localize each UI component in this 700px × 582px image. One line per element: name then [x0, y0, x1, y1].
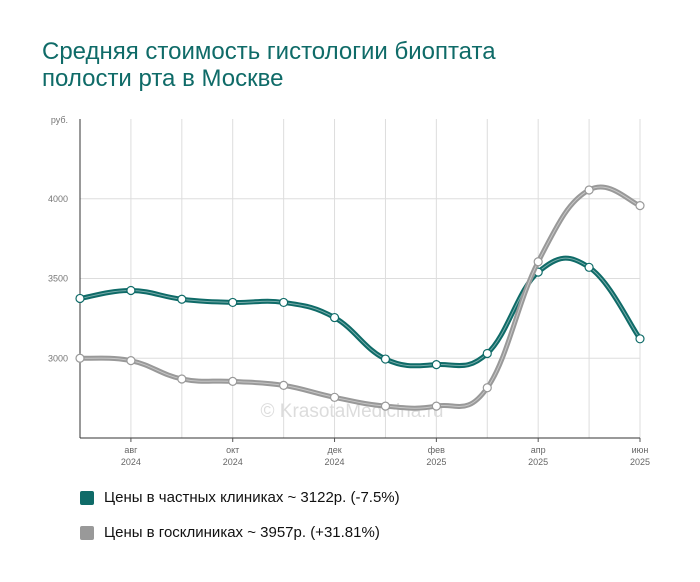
data-point-public	[380, 401, 391, 411]
x-tick-label-year: 2024	[325, 457, 345, 467]
legend-swatch-public	[80, 525, 94, 540]
y-tick-label: 3500	[48, 274, 68, 284]
data-point-private	[228, 297, 238, 308]
x-tick-label-year: 2025	[426, 457, 446, 467]
data-point-private	[482, 348, 492, 359]
series-line-private	[77, 255, 643, 369]
data-point-public	[584, 185, 594, 195]
chart-title-line-1: Средняя стоимость гистологии биоптата	[42, 38, 496, 65]
x-tick-label-year: 2024	[223, 457, 243, 467]
x-tick-label-year: 2025	[630, 457, 650, 467]
data-point-private	[126, 285, 136, 296]
watermark: © KrasotaMedicina.ru	[261, 401, 444, 422]
y-axis-unit-label: руб.	[51, 115, 68, 125]
data-point-public	[75, 353, 85, 363]
y-tick-label: 3000	[48, 353, 68, 363]
data-point-private	[584, 262, 594, 272]
data-point-private	[635, 334, 645, 344]
legend-label-public: Цены в госклиниках ~ 3957р. (+31.81%)	[104, 524, 380, 541]
x-tick-label-month: фев	[428, 445, 445, 455]
data-point-private	[279, 297, 289, 308]
data-point-private	[329, 312, 340, 323]
data-point-public	[533, 257, 543, 267]
data-point-private	[431, 360, 441, 370]
legend-item-public[interactable]: Цены в госклиниках ~ 3957р. (+31.81%)	[80, 524, 380, 541]
data-point-public	[177, 374, 187, 384]
legend-swatch-private	[80, 490, 94, 505]
data-point-public	[431, 401, 441, 411]
data-point-public	[329, 392, 340, 402]
data-point-private	[75, 293, 85, 304]
legend-label-private: Цены в частных клиниках ~ 3122р. (-7.5%)	[104, 489, 400, 506]
data-point-public	[228, 376, 238, 386]
chart-title: Средняя стоимость гистологии биоптата по…	[42, 38, 602, 92]
x-tick-label-month: авг	[124, 445, 138, 455]
data-point-private	[177, 294, 187, 304]
x-tick-label-year: 2024	[121, 457, 141, 467]
data-point-public	[279, 380, 289, 390]
x-tick-label-year: 2025	[528, 457, 548, 467]
x-tick-label-month: окт	[226, 445, 239, 455]
x-tick-label-month: июн	[632, 445, 649, 455]
x-tick-label-month: апр	[531, 445, 546, 455]
series-line-highlight-private	[79, 257, 641, 367]
legend-item-private[interactable]: Цены в частных клиниках ~ 3122р. (-7.5%)	[80, 489, 400, 506]
data-point-public	[635, 201, 645, 211]
data-point-public	[482, 383, 492, 393]
x-tick-label-month: дек	[327, 445, 341, 455]
data-point-private	[380, 354, 391, 364]
y-tick-label: 4000	[48, 194, 68, 204]
chart-title-line-2: полости рта в Москве	[42, 65, 284, 92]
data-point-public	[126, 356, 136, 366]
